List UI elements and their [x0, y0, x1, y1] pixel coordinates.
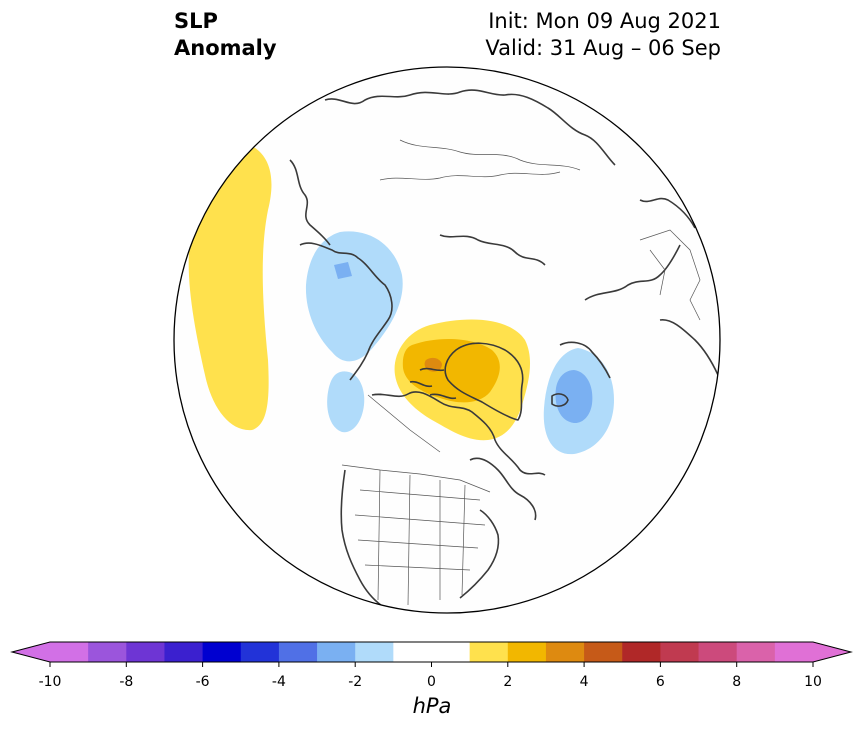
coast-europe-east — [639, 197, 719, 376]
colorbar-tick-label: -8 — [119, 674, 134, 690]
colorbar-tick-label: -2 — [348, 674, 363, 690]
negative-anomaly-north-atlantic-core — [555, 370, 593, 424]
colorbar-segment — [240, 642, 280, 662]
coast-iceland — [551, 393, 569, 407]
valid-dates: Valid: 31 Aug – 06 Sep — [485, 36, 721, 60]
title-line-1: SLP — [174, 9, 218, 33]
colorbar-segment — [202, 642, 242, 662]
coast-us-east — [459, 509, 500, 599]
coastlines — [289, 89, 719, 613]
border-russia — [379, 171, 561, 181]
map-title: SLP Anomaly — [174, 8, 277, 62]
colorbar-segment — [164, 642, 204, 662]
colorbar-tick-label: 2 — [503, 674, 513, 690]
map-dates: Init: Mon 09 Aug 2021 Valid: 31 Aug – 06… — [485, 8, 721, 62]
coast-greenland — [444, 342, 524, 421]
colorbar-segment — [126, 642, 165, 662]
border-states — [354, 469, 486, 606]
colorbar-segment — [50, 642, 89, 662]
negative-anomaly-east-siberian — [305, 231, 403, 362]
colorbar-segment — [774, 642, 814, 662]
colorbar-segment — [355, 642, 394, 662]
colorbar-tick-label: 0 — [427, 674, 436, 690]
colorbar-ticks — [49, 662, 814, 667]
coast-chukotka — [289, 159, 331, 246]
colorbar-extend-high — [813, 642, 851, 662]
colorbar-tick-label: -4 — [271, 674, 286, 690]
colorbar — [10, 641, 853, 667]
colorbar-segments — [50, 642, 814, 662]
colorbar-segment — [622, 642, 661, 662]
coast-alaska — [299, 242, 393, 381]
coast-siberia — [324, 89, 616, 166]
map-boundary — [173, 66, 721, 614]
colorbar-tick-label: 8 — [732, 674, 742, 690]
colorbar-tick-label: -10 — [38, 674, 62, 690]
colorbar-tick-label: 6 — [655, 674, 665, 690]
coast-scandinavia — [559, 244, 681, 379]
coast-us-west — [340, 469, 393, 613]
coast-hudson-bay — [469, 457, 537, 521]
colorbar-segment — [584, 642, 623, 662]
colorbar-tick-label: 4 — [579, 674, 589, 690]
colorbar-extend-low — [12, 642, 50, 662]
negative-anomaly-siberian-core — [334, 262, 352, 279]
polar-map — [173, 66, 721, 614]
negative-anomaly-gulf-alaska — [327, 371, 365, 433]
coast-arctic-islands — [409, 367, 457, 400]
colorbar-tick-label: -6 — [195, 674, 210, 690]
colorbar-segment — [88, 642, 127, 662]
colorbar-segment — [545, 642, 585, 662]
colorbar-segment — [660, 642, 700, 662]
colorbar-segment — [278, 642, 318, 662]
colorbar-units: hPa — [412, 694, 452, 718]
colorbar-segment — [469, 642, 509, 662]
coast-taymyr — [439, 234, 546, 266]
border-europe — [639, 229, 701, 321]
colorbar-segment — [736, 642, 776, 662]
border-alaska-canada — [367, 394, 441, 453]
colorbar-segment — [393, 642, 432, 662]
colorbar-tick-label: 10 — [804, 674, 822, 690]
positive-anomaly-north-pacific — [188, 146, 272, 431]
country-borders — [341, 139, 701, 606]
colorbar-segment — [698, 642, 738, 662]
coast-canada-north — [371, 391, 546, 476]
colorbar-segment — [317, 642, 356, 662]
border-asia — [399, 139, 581, 171]
colorbar-segment — [507, 642, 547, 662]
init-date: Init: Mon 09 Aug 2021 — [488, 9, 721, 33]
border-us-canada — [341, 464, 491, 493]
colorbar-segment — [431, 642, 471, 662]
title-line-2: Anomaly — [174, 36, 277, 60]
